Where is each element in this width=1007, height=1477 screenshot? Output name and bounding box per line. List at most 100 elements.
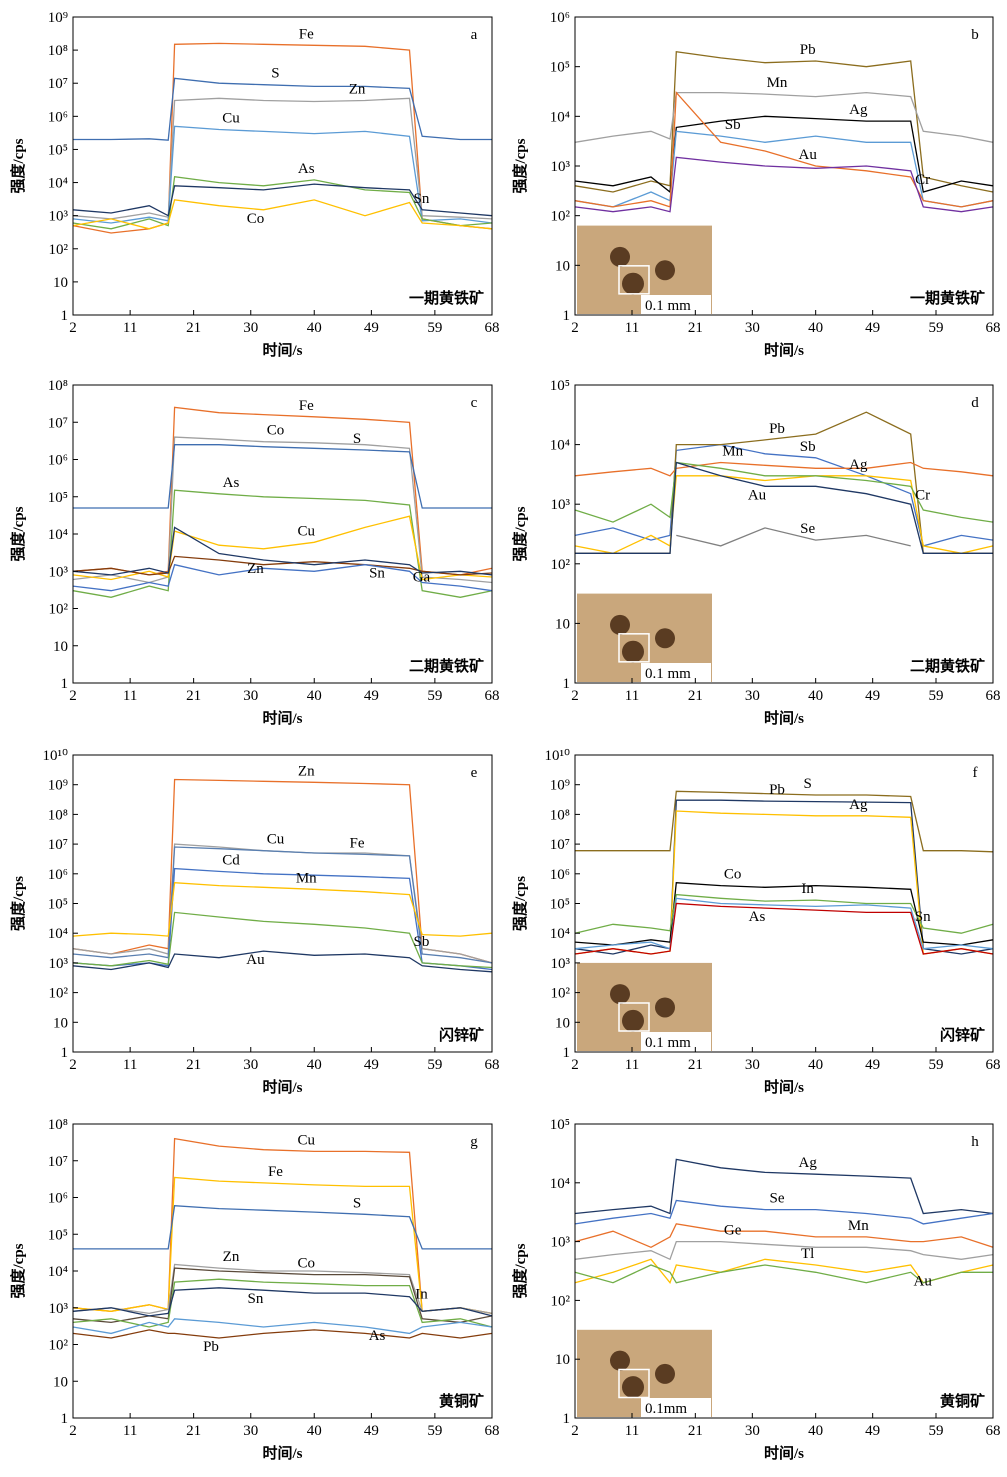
y-tick-label: 10² [551,1293,571,1309]
panel-letter: b [971,27,979,43]
y-tick-label: 10³ [49,956,69,972]
series-line [72,950,493,973]
mineral-label: 二期黄铁矿 [409,657,484,675]
y-axis-title: 强度/cps [511,138,529,193]
panel-letter: a [471,27,478,43]
series-line [575,461,993,554]
series-label: S [353,431,361,447]
scale-bg [641,295,711,314]
x-tick-label: 2 [571,1057,579,1073]
series-line [574,799,994,955]
y-tick-label: 10⁵ [48,142,68,158]
inset-box [618,1002,650,1032]
x-tick-label: 59 [929,320,944,336]
series-label: Sb [414,934,430,950]
series-line [72,97,493,220]
x-tick-label: 49 [364,688,379,704]
x-tick-label: 2 [69,320,77,336]
x-axis-title: 时间/s [764,709,804,727]
series-line [72,515,493,581]
series-label: Fe [268,1164,283,1180]
series-line [72,436,493,584]
y-tick-label: 10⁵ [550,60,570,76]
y-tick-label: 10 [53,275,68,291]
series-label: Au [246,952,265,968]
x-tick-label: 21 [186,688,201,704]
x-tick-label: 11 [625,1423,639,1439]
x-tick-label: 40 [808,320,823,336]
y-tick-label: 1 [61,1411,69,1427]
series-label: As [749,909,766,925]
series-label: Cr [915,487,930,503]
series-line [72,199,493,230]
series-label: Sn [915,909,931,925]
x-tick-label: 40 [307,1423,322,1439]
y-tick-label: 10⁶ [48,453,68,469]
series-line [574,1264,993,1284]
panel-letter: e [471,765,478,781]
y-tick-label: 10² [551,986,571,1002]
y-tick-label: 1 [563,1045,571,1061]
series-label: Co [267,423,285,439]
plot-frame [574,384,994,684]
x-tick-label: 2 [69,688,77,704]
series-line [574,893,994,934]
inset-box [618,265,650,295]
series-label: Ge [724,1223,742,1239]
particle [610,1350,630,1371]
series-label: Ag [849,102,868,118]
x-tick-label: 11 [625,1057,639,1073]
series-line [574,902,994,955]
series-label: Au [913,1273,932,1289]
y-tick-label: 10⁴ [550,926,570,942]
y-axis-title: 强度/cps [9,876,27,931]
series-line [72,1176,493,1315]
plot-frame [72,754,493,1053]
x-tick-label: 59 [929,1057,944,1073]
x-tick-label: 68 [986,1057,1001,1073]
series-label: As [369,1328,386,1344]
series-line [72,911,493,969]
series-line [73,444,492,509]
series-label: Se [770,1191,785,1207]
y-tick-label: 10⁶ [550,10,570,26]
y-tick-label: 10⁷ [48,76,68,92]
x-axis-title: 时间/s [262,709,302,727]
y-tick-label: 10 [53,1015,68,1031]
y-tick-label: 10⁸ [550,807,570,823]
series-line [72,882,493,937]
x-tick-label: 30 [745,320,760,336]
series-label: Sn [369,566,385,582]
x-tick-label: 30 [243,1057,258,1073]
panel: Fe S Zn Cu As Sn Co 2 11 21 30 40 49 59 68 1 10 10² 10³ 10⁴… [9,10,500,359]
y-tick-label: 10⁷ [550,837,570,853]
series-line [72,1329,493,1339]
series-line [72,555,493,576]
y-tick-label: 10³ [49,209,69,225]
series-label: Zn [247,561,264,577]
y-tick-label: 10² [49,602,69,618]
y-tick-label: 10⁴ [48,176,68,192]
series-line [72,175,493,230]
series-line [72,846,493,964]
x-axis-title: 时间/s [262,1078,302,1096]
y-tick-label: 10⁴ [48,926,68,942]
mineral-label: 二期黄铁矿 [910,657,985,675]
series-line [574,475,994,554]
y-tick-label: 10⁵ [48,1227,68,1243]
mineral-label: 闪锌矿 [940,1026,985,1044]
y-tick-label: 10⁵ [550,378,570,394]
series-line [574,443,994,547]
x-tick-label: 30 [745,1423,760,1439]
x-tick-label: 49 [865,1057,880,1073]
y-tick-label: 10⁴ [48,527,68,543]
series-label: Cd [222,852,240,868]
panel-letter: f [973,765,978,781]
x-tick-label: 40 [808,688,823,704]
x-tick-label: 40 [307,688,322,704]
series-label: Ag [849,797,868,813]
series-line [72,1263,493,1315]
x-axis-title: 时间/s [764,1078,804,1096]
series-line [574,461,994,523]
